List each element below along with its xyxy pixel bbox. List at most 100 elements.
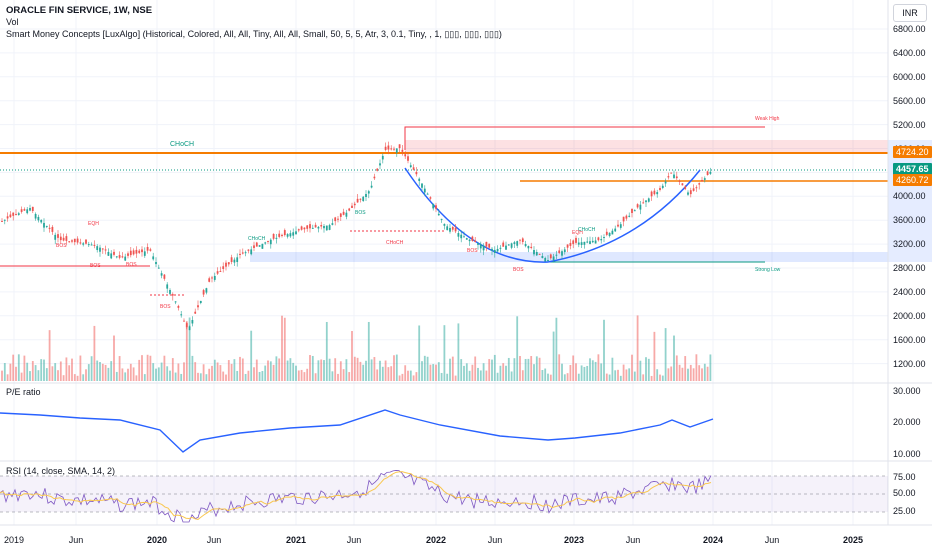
candle-body xyxy=(384,146,387,150)
candle-body xyxy=(29,208,31,211)
volume-bar xyxy=(93,325,96,381)
volume-bar xyxy=(26,362,29,381)
volume-bar xyxy=(603,319,605,381)
volume-bar xyxy=(482,363,485,381)
candle-body xyxy=(169,290,171,294)
candle-body xyxy=(337,218,339,220)
candle-body xyxy=(373,176,376,179)
candle-body xyxy=(258,245,261,247)
volume-bar xyxy=(706,366,709,381)
candle-body xyxy=(395,148,398,153)
candle-body xyxy=(213,276,216,280)
volume-bar xyxy=(656,369,659,381)
volume-bar xyxy=(379,360,381,381)
rsi-ma-line xyxy=(0,471,712,521)
volume-bar xyxy=(57,370,59,381)
volume-bar xyxy=(563,374,566,381)
time-tick: Jun xyxy=(487,535,503,545)
volume-bar xyxy=(29,371,31,381)
candle-body xyxy=(348,208,351,211)
volume-bar xyxy=(359,361,362,381)
candle-body xyxy=(633,210,636,212)
rsi-tick: 50.00 xyxy=(893,488,916,498)
currency-button[interactable]: INR xyxy=(893,4,927,22)
volume-bar xyxy=(239,356,241,381)
volume-bar xyxy=(435,364,437,381)
volume-bar xyxy=(236,370,239,381)
volume-bar xyxy=(496,372,499,381)
price-tick: 3200.00 xyxy=(893,239,926,250)
volume-bar xyxy=(205,374,208,381)
volume-bar xyxy=(222,371,225,381)
volume-bar xyxy=(317,360,320,381)
volume-bar xyxy=(583,366,586,381)
volume-bar xyxy=(292,362,295,381)
volume-bar xyxy=(605,373,608,381)
candle-body xyxy=(79,242,82,244)
volume-bar xyxy=(31,361,34,381)
candle-body xyxy=(426,193,429,195)
time-tick: Jun xyxy=(625,535,641,545)
candle-body xyxy=(40,219,43,223)
candle-body xyxy=(488,243,491,248)
candle-body xyxy=(365,194,367,198)
candle-body xyxy=(684,186,687,189)
volume-bar xyxy=(62,375,65,381)
volume-bar xyxy=(325,321,328,381)
candle-body xyxy=(552,256,555,261)
volume-bar xyxy=(68,365,71,381)
volume-bar xyxy=(645,357,647,381)
volume-bar xyxy=(544,368,547,381)
candle-body xyxy=(566,244,569,248)
candle-body xyxy=(197,305,199,308)
indicator-legend: Smart Money Concepts [LuxAlgo] (Historic… xyxy=(6,29,502,39)
candle-body xyxy=(191,320,194,324)
volume-bar xyxy=(463,365,465,381)
volume-bar xyxy=(283,317,286,381)
price-tick: 2000.00 xyxy=(893,310,926,321)
volume-bar xyxy=(65,357,68,381)
volume-bar xyxy=(174,372,177,381)
volume-bar xyxy=(289,358,292,381)
volume-bar xyxy=(96,360,99,381)
volume-bar xyxy=(370,359,373,381)
last-price-tag: 4457.65 xyxy=(893,163,932,175)
strong-low-label: Strong Low xyxy=(755,267,781,273)
volume-bar xyxy=(3,363,6,381)
candle-body xyxy=(376,168,379,171)
volume-bar xyxy=(502,363,505,381)
candle-body xyxy=(325,225,328,231)
candle-body xyxy=(194,311,197,314)
volume-bar xyxy=(233,359,236,381)
volume-bar xyxy=(331,371,334,381)
volume-bar xyxy=(20,372,23,381)
candle-body xyxy=(645,200,647,203)
lower-level-tag: 4260.72 xyxy=(893,174,932,186)
candle-body xyxy=(549,254,552,259)
volume-bar xyxy=(681,367,684,381)
candle-body xyxy=(272,233,275,239)
volume-bar xyxy=(617,369,619,381)
volume-bar xyxy=(633,371,636,381)
candle-body xyxy=(244,252,247,254)
candle-body xyxy=(527,246,530,249)
candle-body xyxy=(174,301,177,303)
candle-body xyxy=(292,232,295,236)
volume-bar xyxy=(250,330,253,381)
candle-body xyxy=(451,226,454,230)
volume-bar xyxy=(160,362,163,381)
rsi-pane[interactable] xyxy=(0,470,888,523)
candle-body xyxy=(62,237,65,241)
volume-bar xyxy=(468,370,471,381)
pe-ratio-pane[interactable] xyxy=(0,409,714,453)
volume-bar xyxy=(177,363,180,381)
candle-body xyxy=(597,237,600,241)
candle-body xyxy=(166,284,169,289)
candle-body xyxy=(45,225,48,227)
candle-body xyxy=(233,259,236,263)
price-pane[interactable] xyxy=(0,28,932,381)
volume-bar xyxy=(197,372,199,381)
candle-body xyxy=(289,233,292,237)
candle-body xyxy=(199,300,202,303)
